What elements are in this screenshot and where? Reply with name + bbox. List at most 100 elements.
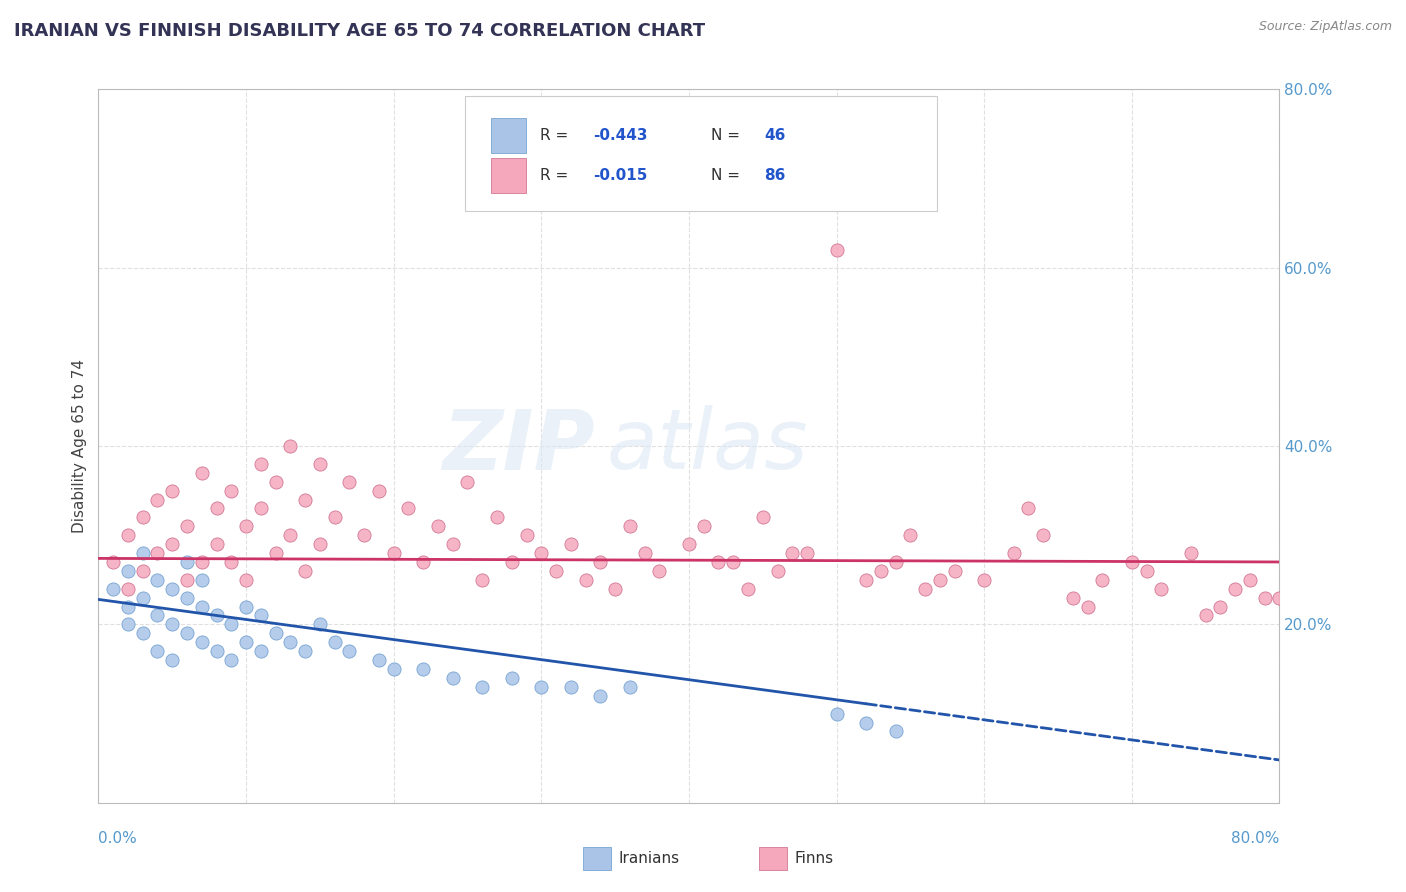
Point (250, 644, 273, 658)
Point (132, 564, 155, 578)
Point (855, 715, 877, 730)
Point (205, 537, 228, 551)
Point (219, 617, 242, 632)
Point (884, 555, 907, 569)
Point (309, 537, 332, 551)
Point (560, 680, 582, 694)
Point (205, 501, 228, 516)
Point (441, 537, 464, 551)
Text: R =: R = (540, 128, 574, 143)
Point (456, 475, 478, 489)
Point (339, 475, 360, 489)
Point (1002, 546, 1025, 560)
Point (633, 546, 655, 560)
Point (353, 528, 375, 542)
Point (1150, 582, 1173, 596)
Point (825, 706, 848, 721)
Point (412, 555, 434, 569)
Point (782, 546, 804, 560)
Point (869, 564, 891, 578)
Point (117, 599, 139, 614)
Point (914, 582, 936, 596)
Text: -0.015: -0.015 (593, 168, 648, 183)
Point (1268, 591, 1291, 605)
Point (294, 564, 316, 578)
Point (264, 546, 287, 560)
Point (1254, 591, 1277, 605)
Point (146, 608, 169, 623)
Point (323, 635, 346, 649)
Point (132, 591, 155, 605)
Point (737, 582, 759, 596)
Point (132, 510, 155, 524)
Point (191, 466, 214, 480)
Point (1032, 528, 1054, 542)
Point (368, 483, 391, 498)
Point (264, 475, 287, 489)
Point (205, 608, 228, 623)
Point (1062, 591, 1084, 605)
Point (530, 680, 553, 694)
Point (235, 635, 257, 649)
Point (751, 510, 773, 524)
Point (943, 564, 966, 578)
Point (1180, 546, 1202, 560)
Point (1091, 573, 1114, 587)
Point (471, 680, 494, 694)
Point (796, 546, 818, 560)
Point (382, 662, 405, 676)
Point (619, 680, 641, 694)
FancyBboxPatch shape (491, 158, 526, 194)
Point (309, 617, 332, 632)
Text: IRANIAN VS FINNISH DISABILITY AGE 65 TO 74 CORRELATION CHART: IRANIAN VS FINNISH DISABILITY AGE 65 TO … (14, 22, 706, 40)
Text: 46: 46 (765, 128, 786, 143)
Text: Source: ZipAtlas.com: Source: ZipAtlas.com (1258, 20, 1392, 33)
Point (176, 626, 198, 640)
Point (412, 662, 434, 676)
FancyBboxPatch shape (464, 96, 936, 211)
Point (707, 555, 730, 569)
Point (162, 537, 183, 551)
Point (219, 653, 242, 667)
Point (427, 519, 450, 533)
Point (900, 528, 922, 542)
Point (176, 519, 198, 533)
Point (146, 573, 169, 587)
Point (368, 653, 391, 667)
Text: Finns: Finns (794, 851, 834, 865)
Point (219, 483, 242, 498)
Point (117, 564, 139, 578)
Point (191, 635, 214, 649)
Point (382, 546, 405, 560)
Point (235, 599, 257, 614)
Point (103, 582, 125, 596)
Point (250, 501, 273, 516)
Point (162, 653, 183, 667)
Point (605, 582, 627, 596)
Point (278, 635, 302, 649)
Point (441, 671, 464, 685)
Y-axis label: Disability Age 65 to 74: Disability Age 65 to 74 (72, 359, 87, 533)
Point (235, 519, 257, 533)
Text: 86: 86 (765, 168, 786, 183)
FancyBboxPatch shape (491, 118, 526, 153)
Point (1195, 608, 1218, 623)
Point (884, 724, 907, 739)
Text: 80.0%: 80.0% (1232, 831, 1279, 846)
Text: ZIP: ZIP (441, 406, 595, 486)
Point (162, 483, 183, 498)
Point (146, 492, 169, 507)
Point (589, 689, 612, 703)
Point (250, 457, 273, 471)
Point (973, 573, 995, 587)
Point (278, 528, 302, 542)
Point (546, 564, 568, 578)
Point (855, 573, 877, 587)
Point (1239, 573, 1261, 587)
Point (117, 617, 139, 632)
Point (191, 555, 214, 569)
Point (339, 644, 360, 658)
Point (693, 519, 716, 533)
Point (1121, 555, 1143, 569)
Point (309, 457, 332, 471)
